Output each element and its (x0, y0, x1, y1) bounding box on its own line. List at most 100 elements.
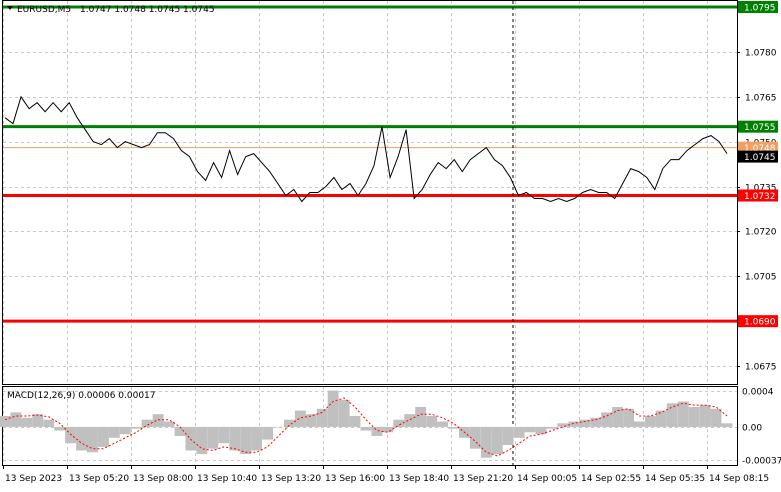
price-label-text: 1.0745 (744, 153, 776, 163)
x-tick-label: 14 Sep 00:05 (517, 474, 577, 484)
y-tick-label: 1.0675 (745, 363, 777, 373)
macd-bar (579, 419, 591, 427)
macd-bar (0, 416, 11, 427)
macd-bar (524, 426, 536, 433)
price-series (4, 95, 728, 203)
x-tick-label: 14 Sep 05:35 (645, 474, 705, 484)
price-label-text: 1.0732 (744, 192, 776, 202)
macd-bar (196, 426, 208, 455)
price-label: 1.0690 (738, 315, 778, 328)
macd-bar (349, 416, 361, 427)
macd-bar (688, 407, 700, 427)
macd-series (0, 390, 733, 458)
macd-bar (174, 426, 186, 436)
macd-bar (677, 401, 689, 427)
macd-bar (360, 426, 372, 431)
macd-bar (393, 419, 405, 427)
price-label: 1.0745 (738, 150, 778, 163)
y-tick-label: 1.0705 (745, 273, 777, 283)
macd-bar (98, 426, 109, 447)
macd-tick-label: 0.00 (742, 424, 762, 434)
macd-axis[interactable]: 0.0004 0.00 -0.00037 (742, 388, 781, 467)
macd-bar (437, 421, 448, 427)
macd-bar (557, 423, 569, 427)
macd-bar (207, 426, 219, 449)
x-tick-label: 13 Sep 13:20 (261, 474, 321, 484)
macd-bar (65, 426, 77, 444)
x-tick-label: 13 Sep 21:20 (453, 474, 513, 484)
macd-bar (185, 426, 197, 451)
x-tick-label: 14 Sep 08:15 (709, 474, 769, 484)
macd-bar (10, 412, 22, 427)
macd-bar (251, 426, 262, 451)
macd-label: MACD(12,26,9) 0.00006 0.00017 (7, 391, 156, 401)
macd-bar (163, 421, 175, 427)
macd-bar (43, 419, 55, 427)
macd-bar (480, 426, 492, 458)
x-tick-label: 13 Sep 10:40 (197, 474, 257, 484)
x-tick-label: 13 Sep 08:00 (133, 474, 193, 484)
macd-bar (218, 426, 230, 444)
x-tick-label: 13 Sep 05:20 (69, 474, 129, 484)
macd-bar (469, 426, 481, 449)
macd-bar (710, 408, 722, 427)
macd-bar (502, 426, 514, 445)
macd-bar (87, 426, 98, 453)
price-label-text: 1.0690 (744, 318, 776, 328)
x-tick-label: 13 Sep 2023 (5, 474, 62, 484)
macd-bar (655, 410, 667, 427)
ohlc-label: 1.0747 1.0748 1.0745 1.0745 (80, 5, 215, 15)
macd-bar (666, 403, 678, 427)
macd-bar (108, 426, 120, 438)
macd-bar (623, 408, 634, 427)
y-tick-label: 1.0735 (745, 184, 777, 194)
macd-tick-label: -0.00037 (742, 457, 781, 467)
macd-bar (141, 419, 153, 427)
chevron-down-icon[interactable] (7, 6, 13, 10)
macd-bar (152, 414, 164, 427)
price-label: 1.0732 (738, 189, 778, 202)
macd-bar (130, 426, 142, 429)
level-lines (3, 5, 737, 323)
macd-bar (32, 414, 44, 427)
macd-bar (415, 407, 427, 427)
macd-bar (327, 390, 339, 427)
macd-bar (404, 414, 416, 427)
macd-bar (316, 408, 328, 427)
macd-bar (305, 414, 317, 427)
macd-bar (491, 426, 503, 455)
y-tick-label: 1.0720 (745, 228, 777, 238)
price-axis[interactable]: 1.07951.07801.07651.07501.07351.07201.07… (737, 0, 778, 373)
macd-bar (21, 417, 33, 427)
macd-bar (448, 426, 459, 429)
y-tick-label: 1.0765 (745, 94, 777, 104)
macd-bar (634, 421, 645, 427)
macd-bar (54, 426, 66, 431)
macd-bar (721, 423, 733, 427)
macd-bar (76, 426, 87, 451)
macd-bar (699, 405, 711, 427)
macd-bar (601, 412, 613, 427)
price-label: 1.0755 (738, 120, 778, 133)
macd-bar (294, 410, 306, 427)
x-tick-label: 14 Sep 02:55 (581, 474, 641, 484)
macd-bar (284, 419, 295, 427)
macd-bar (119, 426, 131, 435)
macd-bar (382, 426, 394, 433)
time-axis[interactable]: 13 Sep 2023 13 Sep 05:20 13 Sep 08:00 13 Se… (3, 465, 770, 484)
x-tick-label: 13 Sep 18:40 (389, 474, 449, 484)
macd-bar (273, 426, 284, 428)
macd-tick-label: 0.0004 (742, 388, 774, 398)
macd-bar (645, 416, 656, 427)
macd-bar (513, 426, 525, 438)
macd-bar (371, 426, 383, 436)
macd-bar (240, 426, 252, 455)
macd-bar (546, 426, 558, 429)
macd-bar (338, 399, 350, 427)
macd-bar (426, 416, 438, 427)
macd-bar (590, 417, 602, 427)
price-label-text: 1.0755 (744, 123, 776, 133)
macd-bar (612, 407, 623, 427)
